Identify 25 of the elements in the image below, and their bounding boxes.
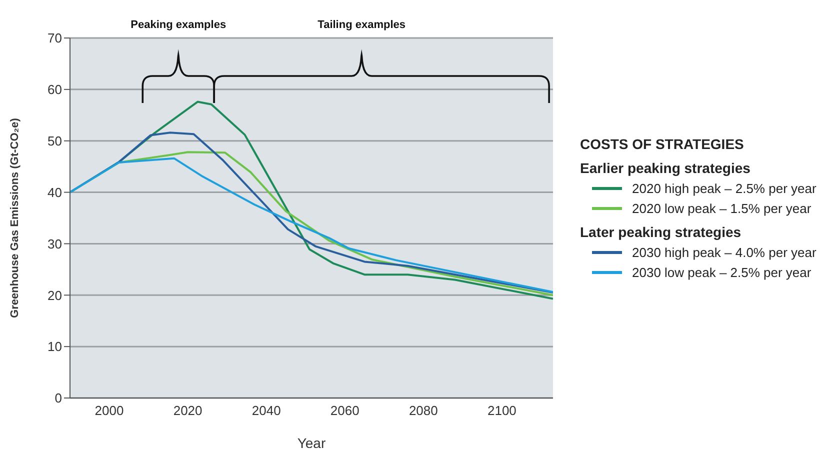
y-axis-title: Greenhouse Gas Emissions (Gt-CO₂e) (8, 118, 21, 318)
x-tick-label: 2020 (173, 403, 202, 418)
x-tick-label: 2100 (487, 403, 516, 418)
legend-label: 2020 low peak – 1.5% per year (632, 201, 812, 216)
text: Tailing examples (318, 19, 406, 31)
y-tick-label: 20 (48, 288, 62, 303)
x-tick-label: 2040 (252, 403, 281, 418)
x-tick-label: 2060 (330, 403, 360, 418)
y-tick-label: 40 (48, 184, 62, 200)
legend-title: COSTS OF STRATEGIES (580, 136, 745, 152)
text: Earlier peaking strategies (580, 160, 752, 176)
x-tick-label: 2000 (94, 403, 124, 418)
y-tick-label: 70 (48, 30, 62, 46)
y-tick-label: 0 (54, 390, 62, 406)
y-tick-label: 10 (48, 339, 62, 354)
y-tick-label: 60 (48, 82, 62, 98)
legend-label: 2020 high peak – 2.5% per year (632, 181, 816, 196)
text: Peaking examples (130, 19, 226, 31)
x-axis-title: Year (297, 435, 326, 450)
legend-label: 2030 low peak – 2.5% per year (632, 265, 812, 280)
legend-label: 2030 high peak – 4.0% per year (632, 245, 816, 260)
x-tick-label: 2080 (408, 403, 438, 418)
text: Later peaking strategies (580, 224, 742, 240)
y-tick-label: 50 (48, 133, 62, 148)
y-tick-label: 30 (48, 236, 62, 252)
